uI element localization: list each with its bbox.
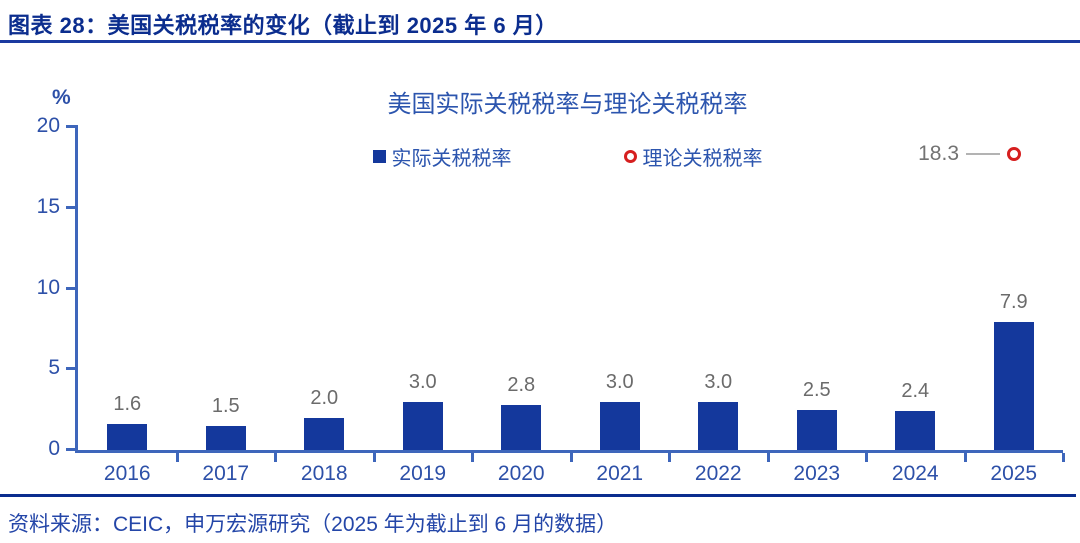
bar-value-label: 3.0 bbox=[605, 370, 634, 393]
plot-area: 1.6 2016 1.5 2017 2.0 2018 3.0 2019 2.8 2020 3.0 20… bbox=[37, 114, 1065, 485]
x-axis-label: 2025 bbox=[990, 462, 1038, 485]
bar bbox=[698, 401, 739, 450]
x-axis-label: 2017 bbox=[202, 462, 250, 485]
y-axis-tick bbox=[66, 125, 78, 128]
theoretical-rate-annotation: 18.3 bbox=[918, 142, 1021, 166]
bar-value-label: 2.0 bbox=[310, 386, 339, 409]
x-axis-tick bbox=[372, 453, 376, 462]
x-axis-tick bbox=[274, 453, 277, 462]
legend-label: 理论关税税率 bbox=[642, 148, 763, 170]
x-axis-label: 2024 bbox=[891, 462, 939, 485]
x-axis-label: 2016 bbox=[103, 462, 151, 485]
x-axis-label: 2019 bbox=[399, 462, 447, 485]
x-axis-tick bbox=[471, 453, 474, 462]
y-axis-tick bbox=[66, 448, 78, 451]
y-axis-unit-label: % bbox=[52, 86, 71, 109]
bar-value-label: 2.5 bbox=[802, 378, 831, 401]
bar bbox=[993, 322, 1034, 450]
legend-ring-icon bbox=[623, 150, 637, 163]
category-slot: 3.0 2022 bbox=[669, 127, 770, 485]
x-axis-tick bbox=[668, 453, 671, 462]
y-axis-tick bbox=[66, 367, 78, 371]
y-axis-tick-label: 0 bbox=[48, 437, 60, 460]
legend: 实际关税税率 理论关税税率 bbox=[75, 142, 1060, 171]
category-slot: 3.0 2021 bbox=[571, 127, 671, 485]
bar-value-label: 3.0 bbox=[704, 370, 733, 393]
y-axis-tick bbox=[66, 286, 78, 290]
bar-slots: 1.6 2016 1.5 2017 2.0 2018 3.0 2019 2.8 2020 3.0 20… bbox=[78, 127, 1065, 485]
bar-value-label: 3.0 bbox=[408, 370, 437, 393]
x-axis-label: 2018 bbox=[300, 462, 348, 485]
category-slot: 7.9 2025 bbox=[965, 127, 1065, 485]
footer-divider bbox=[0, 494, 1076, 497]
x-axis-label: 2020 bbox=[497, 462, 545, 485]
bar-value-label: 7.9 bbox=[999, 291, 1028, 314]
bar-value-label: 2.8 bbox=[507, 373, 536, 396]
x-axis-tick bbox=[569, 453, 573, 462]
category-slot: 2.8 2020 bbox=[472, 127, 573, 485]
category-slot: 1.5 2017 bbox=[177, 127, 277, 485]
legend-square-icon bbox=[372, 150, 386, 163]
bar bbox=[107, 424, 148, 450]
x-axis-tick bbox=[175, 453, 179, 462]
category-slot: 2.0 2018 bbox=[275, 127, 376, 485]
bar bbox=[796, 409, 837, 450]
bar bbox=[895, 411, 936, 450]
y-axis-tick-label: 10 bbox=[36, 275, 60, 299]
y-axis-tick bbox=[66, 205, 78, 209]
x-axis-label: 2022 bbox=[694, 462, 742, 485]
category-slot: 1.6 2016 bbox=[78, 127, 179, 485]
legend-item-theoretical: 理论关税税率 bbox=[623, 142, 763, 171]
x-axis-label: 2023 bbox=[793, 462, 841, 485]
annotation-leader-line bbox=[966, 153, 1000, 156]
bar bbox=[402, 401, 443, 450]
x-axis-tick bbox=[766, 453, 770, 462]
x-axis-tick bbox=[865, 453, 868, 462]
bar-value-label: 1.6 bbox=[113, 393, 142, 416]
bar bbox=[205, 425, 246, 450]
figure-title: 图表 28：美国关税税率的变化（截止到 2025 年 6 月） bbox=[8, 13, 558, 38]
bar-value-label: 2.4 bbox=[901, 380, 930, 403]
header-underline bbox=[0, 40, 1080, 43]
legend-label: 实际关税税率 bbox=[391, 148, 512, 170]
red-ring-marker-icon bbox=[1007, 147, 1021, 162]
category-slot: 2.5 2023 bbox=[768, 127, 868, 485]
x-axis-label: 2021 bbox=[596, 462, 644, 485]
bar-value-label: 1.5 bbox=[211, 394, 240, 417]
y-axis-tick-label: 5 bbox=[48, 356, 60, 380]
source-note: 资料来源：CEIC，申万宏源研究（2025 年为截止到 6 月的数据） bbox=[8, 513, 618, 536]
y-axis-tick-label: 15 bbox=[36, 194, 60, 218]
bar bbox=[599, 401, 640, 450]
bar bbox=[501, 404, 542, 450]
bar bbox=[304, 417, 345, 450]
chart-title: 美国实际关税税率与理论关税税率 bbox=[387, 91, 748, 118]
x-axis-tick bbox=[963, 453, 967, 462]
category-slot: 2.4 2024 bbox=[866, 127, 967, 485]
legend-item-actual: 实际关税税率 bbox=[372, 142, 512, 171]
y-axis-tick-label: 20 bbox=[36, 114, 60, 137]
category-slot: 3.0 2019 bbox=[374, 127, 474, 485]
x-axis-tick bbox=[1062, 453, 1065, 462]
annotation-value-label: 18.3 bbox=[918, 142, 959, 166]
